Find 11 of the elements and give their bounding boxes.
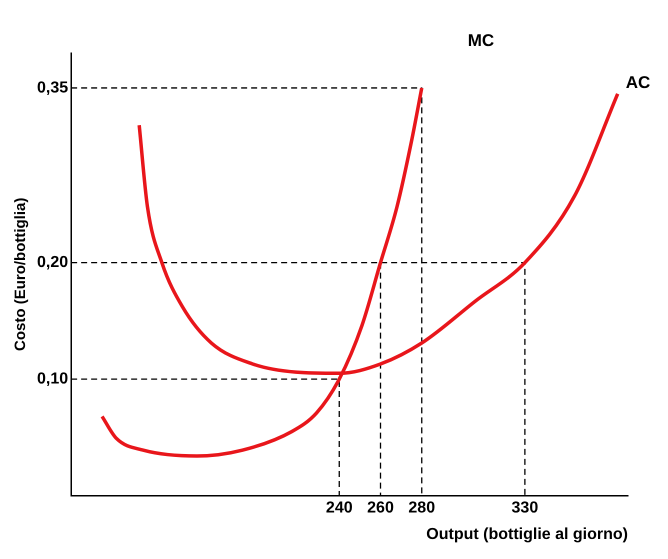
series-label: AC <box>626 72 650 92</box>
y-axis-title: Costo (Euro/bottiglia) <box>12 198 30 351</box>
x-tick-label: 280 <box>408 500 436 517</box>
x-axis-title: Output (bottiglie al giorno) <box>426 526 628 543</box>
x-tick-label: 260 <box>367 500 394 517</box>
y-tick-label: 0,20 <box>37 254 68 272</box>
text: MC <box>468 31 494 50</box>
x-tick-label: 330 <box>512 500 538 517</box>
y-tick-label: 0,35 <box>37 79 68 96</box>
y-tick-label: 0,10 <box>37 370 68 388</box>
x-tick-label: 240 <box>326 500 353 517</box>
